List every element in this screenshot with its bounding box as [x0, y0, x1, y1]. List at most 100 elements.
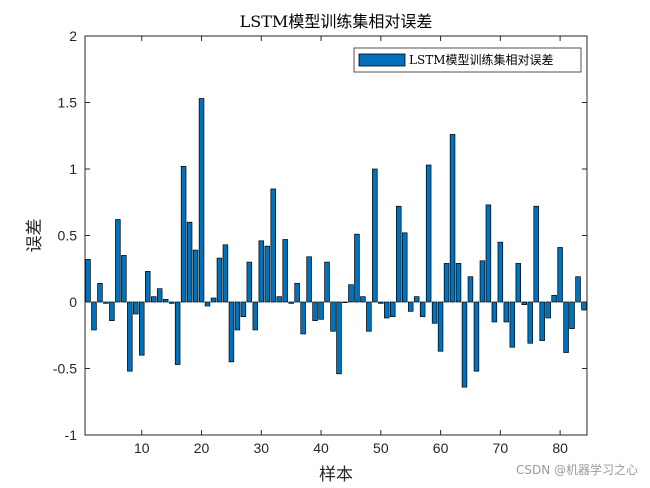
bar-4 [103, 301, 109, 304]
bar-28 [246, 261, 253, 303]
bar-56 [413, 296, 420, 303]
bar-53 [396, 205, 402, 303]
bar-13 [156, 288, 163, 303]
watermark: CSDN @机器学习之心 [515, 463, 638, 477]
y-axis-label: 误差 [25, 219, 45, 253]
bar-44 [342, 301, 348, 303]
x-axis-ticks: 10 20 30 40 50 60 70 80 [134, 36, 568, 456]
bar-66 [473, 301, 480, 372]
bar-19 [192, 249, 199, 303]
bar-23 [216, 257, 223, 303]
bar-84 [581, 301, 587, 311]
bar-36 [294, 283, 300, 303]
bar-10 [139, 301, 145, 356]
bar-5 [109, 301, 115, 321]
bar-70 [497, 241, 504, 303]
x-tick-label: 30 [254, 440, 270, 456]
bar-63 [455, 263, 462, 303]
bar-30 [258, 240, 265, 303]
bar-76 [533, 205, 539, 303]
bar-74 [521, 301, 527, 306]
bar-69 [491, 301, 498, 323]
bar-32 [270, 188, 276, 303]
bar-49 [372, 168, 378, 303]
bar-34 [282, 239, 288, 303]
x-tick-label: 40 [313, 440, 329, 456]
y-tick-label: 2 [69, 28, 77, 44]
bar-7 [121, 255, 127, 303]
bar-61 [443, 263, 450, 303]
bar-64 [461, 301, 468, 388]
bar-58 [425, 164, 432, 303]
legend: LSTM模型训练集相对误差 [353, 47, 582, 73]
bar-45 [348, 284, 354, 303]
bar-29 [252, 301, 259, 331]
bar-14 [162, 298, 169, 303]
bar-8 [127, 301, 133, 372]
bar-81 [563, 301, 569, 353]
bar-48 [366, 301, 372, 332]
bar-24 [222, 244, 229, 303]
bar-25 [228, 301, 235, 363]
y-tick-label: 1 [69, 161, 77, 177]
x-tick-label: 50 [373, 440, 389, 456]
x-axis-label: 样本 [319, 465, 353, 485]
bar-68 [485, 204, 492, 303]
y-axis-ticks: -1 -0.5 0 0.5 1 1.5 2 [53, 28, 587, 443]
bar-40 [318, 301, 324, 320]
bar-27 [240, 301, 247, 317]
bar-51 [384, 301, 390, 319]
bar-54 [401, 232, 408, 303]
x-tick-label: 70 [493, 440, 509, 456]
bar-67 [479, 260, 486, 303]
bar-3 [97, 283, 103, 303]
bar-47 [360, 296, 366, 303]
x-tick-label: 60 [433, 440, 449, 456]
bar-52 [390, 301, 396, 317]
bar-42 [330, 301, 336, 332]
bar-71 [503, 301, 510, 323]
bar-50 [378, 301, 384, 304]
bar-82 [569, 301, 575, 329]
y-tick-label: -0.5 [53, 361, 77, 377]
bar-39 [312, 301, 318, 321]
y-tick-label: 0 [69, 294, 77, 310]
legend-box [353, 47, 582, 73]
bar-35 [288, 301, 294, 304]
bar-65 [467, 276, 474, 303]
legend-label: LSTM模型训练集相对误差 [409, 52, 553, 67]
bar-9 [133, 301, 139, 315]
bar-59 [431, 301, 438, 324]
bar-33 [276, 296, 282, 303]
bar-18 [186, 221, 193, 303]
x-tick-label: 80 [552, 440, 568, 456]
bar-21 [204, 301, 211, 307]
bar-78 [545, 301, 551, 319]
bar-22 [210, 297, 217, 303]
bar-15 [168, 301, 175, 304]
bar-80 [557, 247, 563, 303]
bar-73 [515, 263, 522, 303]
bar-17 [180, 165, 187, 303]
bar-83 [575, 276, 581, 303]
bar-60 [437, 301, 444, 352]
y-tick-label: -1 [65, 427, 78, 443]
bar-12 [150, 296, 157, 303]
bar-20 [198, 98, 205, 303]
bar-62 [449, 134, 456, 303]
legend-swatch [358, 53, 406, 67]
bar-16 [174, 301, 181, 365]
bar-43 [336, 301, 342, 375]
bar-11 [145, 271, 151, 303]
y-tick-label: 0.5 [58, 228, 78, 244]
bar-75 [527, 301, 533, 344]
bar-77 [539, 301, 545, 341]
bar-37 [300, 301, 306, 335]
bar-1 [85, 259, 91, 303]
bar-6 [115, 219, 121, 303]
x-tick-label: 10 [134, 440, 150, 456]
bar-57 [419, 301, 426, 317]
chart-title: LSTM模型训练集相对误差 [240, 12, 433, 31]
bar-41 [324, 261, 330, 303]
